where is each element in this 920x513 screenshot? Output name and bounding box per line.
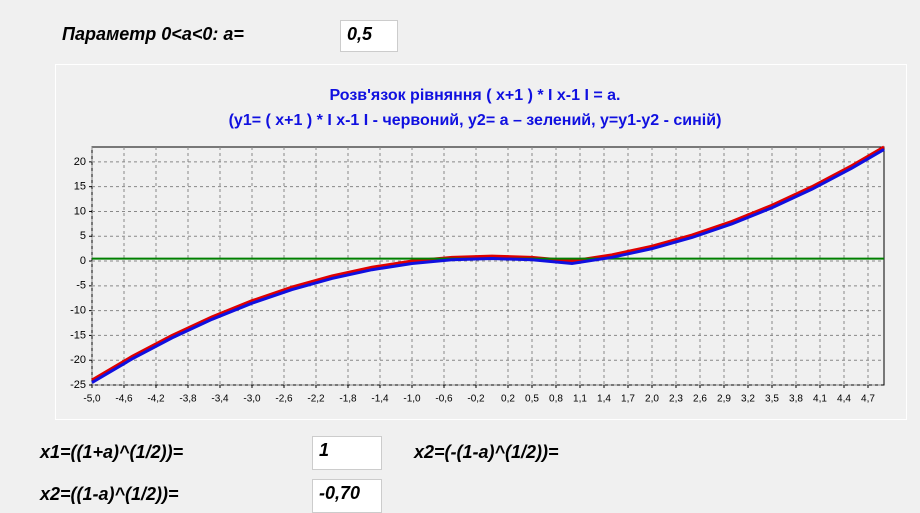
x-tick-label: 2,6 bbox=[693, 394, 707, 405]
x-tick-label: -1,4 bbox=[371, 394, 389, 405]
x-tick-label: 0,8 bbox=[549, 394, 563, 405]
param-input[interactable]: 0,5 bbox=[340, 20, 398, 52]
chart-subtitle: (y1= ( x+1 ) * I x-1 I - червоний, y2= a… bbox=[229, 112, 722, 129]
chart: Розв'язок рівняння ( x+1 ) * I x-1 I = a… bbox=[55, 64, 907, 420]
x-tick-label: 3,8 bbox=[789, 394, 803, 405]
x-tick-label: -2,2 bbox=[307, 394, 325, 405]
y-tick-label: -15 bbox=[70, 329, 86, 341]
x2b-label: x2=((1-a)^(1/2))= bbox=[40, 484, 179, 504]
series-line bbox=[91, 145, 885, 382]
x1-input[interactable]: 1 bbox=[312, 436, 382, 470]
x-tick-label: -3,8 bbox=[179, 394, 197, 405]
x-tick-label: -3,0 bbox=[243, 394, 261, 405]
y-tick-label: -25 bbox=[70, 379, 86, 391]
x-tick-label: 4,4 bbox=[837, 394, 851, 405]
y-tick-label: 5 bbox=[80, 230, 86, 242]
x2a-label: x2=(-(1-a)^(1/2))= bbox=[414, 442, 559, 462]
x-tick-label: 3,5 bbox=[765, 394, 779, 405]
x-tick-label: -3,4 bbox=[211, 394, 229, 405]
x-tick-label: 2,3 bbox=[669, 394, 683, 405]
x-tick-label: 0,5 bbox=[525, 394, 539, 405]
y-tick-label: -20 bbox=[70, 354, 86, 366]
x-tick-label: -0,6 bbox=[435, 394, 453, 405]
y-tick-label: -5 bbox=[76, 280, 86, 292]
x-tick-label: 2,0 bbox=[645, 394, 659, 405]
series-line bbox=[91, 148, 885, 384]
x-tick-label: 4,1 bbox=[813, 394, 827, 405]
y-tick-label: 20 bbox=[74, 156, 86, 168]
x-tick-label: -0,2 bbox=[467, 394, 485, 405]
y-tick-label: 10 bbox=[74, 205, 86, 217]
x-tick-label: -1,0 bbox=[403, 394, 421, 405]
x-tick-label: 1,7 bbox=[621, 394, 635, 405]
x-tick-label: 0,2 bbox=[501, 394, 515, 405]
x-tick-label: 2,9 bbox=[717, 394, 731, 405]
y-tick-label: 0 bbox=[80, 255, 86, 267]
x-tick-label: -4,6 bbox=[115, 394, 133, 405]
x2b-input[interactable]: -0,70 bbox=[312, 479, 382, 513]
x-tick-label: -1,8 bbox=[339, 394, 357, 405]
x-tick-label: 1,4 bbox=[597, 394, 611, 405]
plot-area bbox=[91, 146, 885, 386]
x-tick-label: -5,0 bbox=[83, 394, 101, 405]
x-tick-label: -4,2 bbox=[147, 394, 165, 405]
x-tick-label: 4,7 bbox=[861, 394, 875, 405]
x-tick-label: 1,1 bbox=[573, 394, 587, 405]
param-label: Параметр 0<a<0: a= bbox=[62, 24, 244, 44]
x-tick-label: -2,6 bbox=[275, 394, 293, 405]
x1-label: x1=((1+a)^(1/2))= bbox=[40, 442, 184, 462]
x-tick-label: 3,2 bbox=[741, 394, 755, 405]
chart-title: Розв'язок рівняння ( x+1 ) * I x-1 I = a… bbox=[330, 87, 621, 104]
y-tick-label: -10 bbox=[70, 305, 86, 317]
y-tick-label: 15 bbox=[74, 181, 86, 193]
